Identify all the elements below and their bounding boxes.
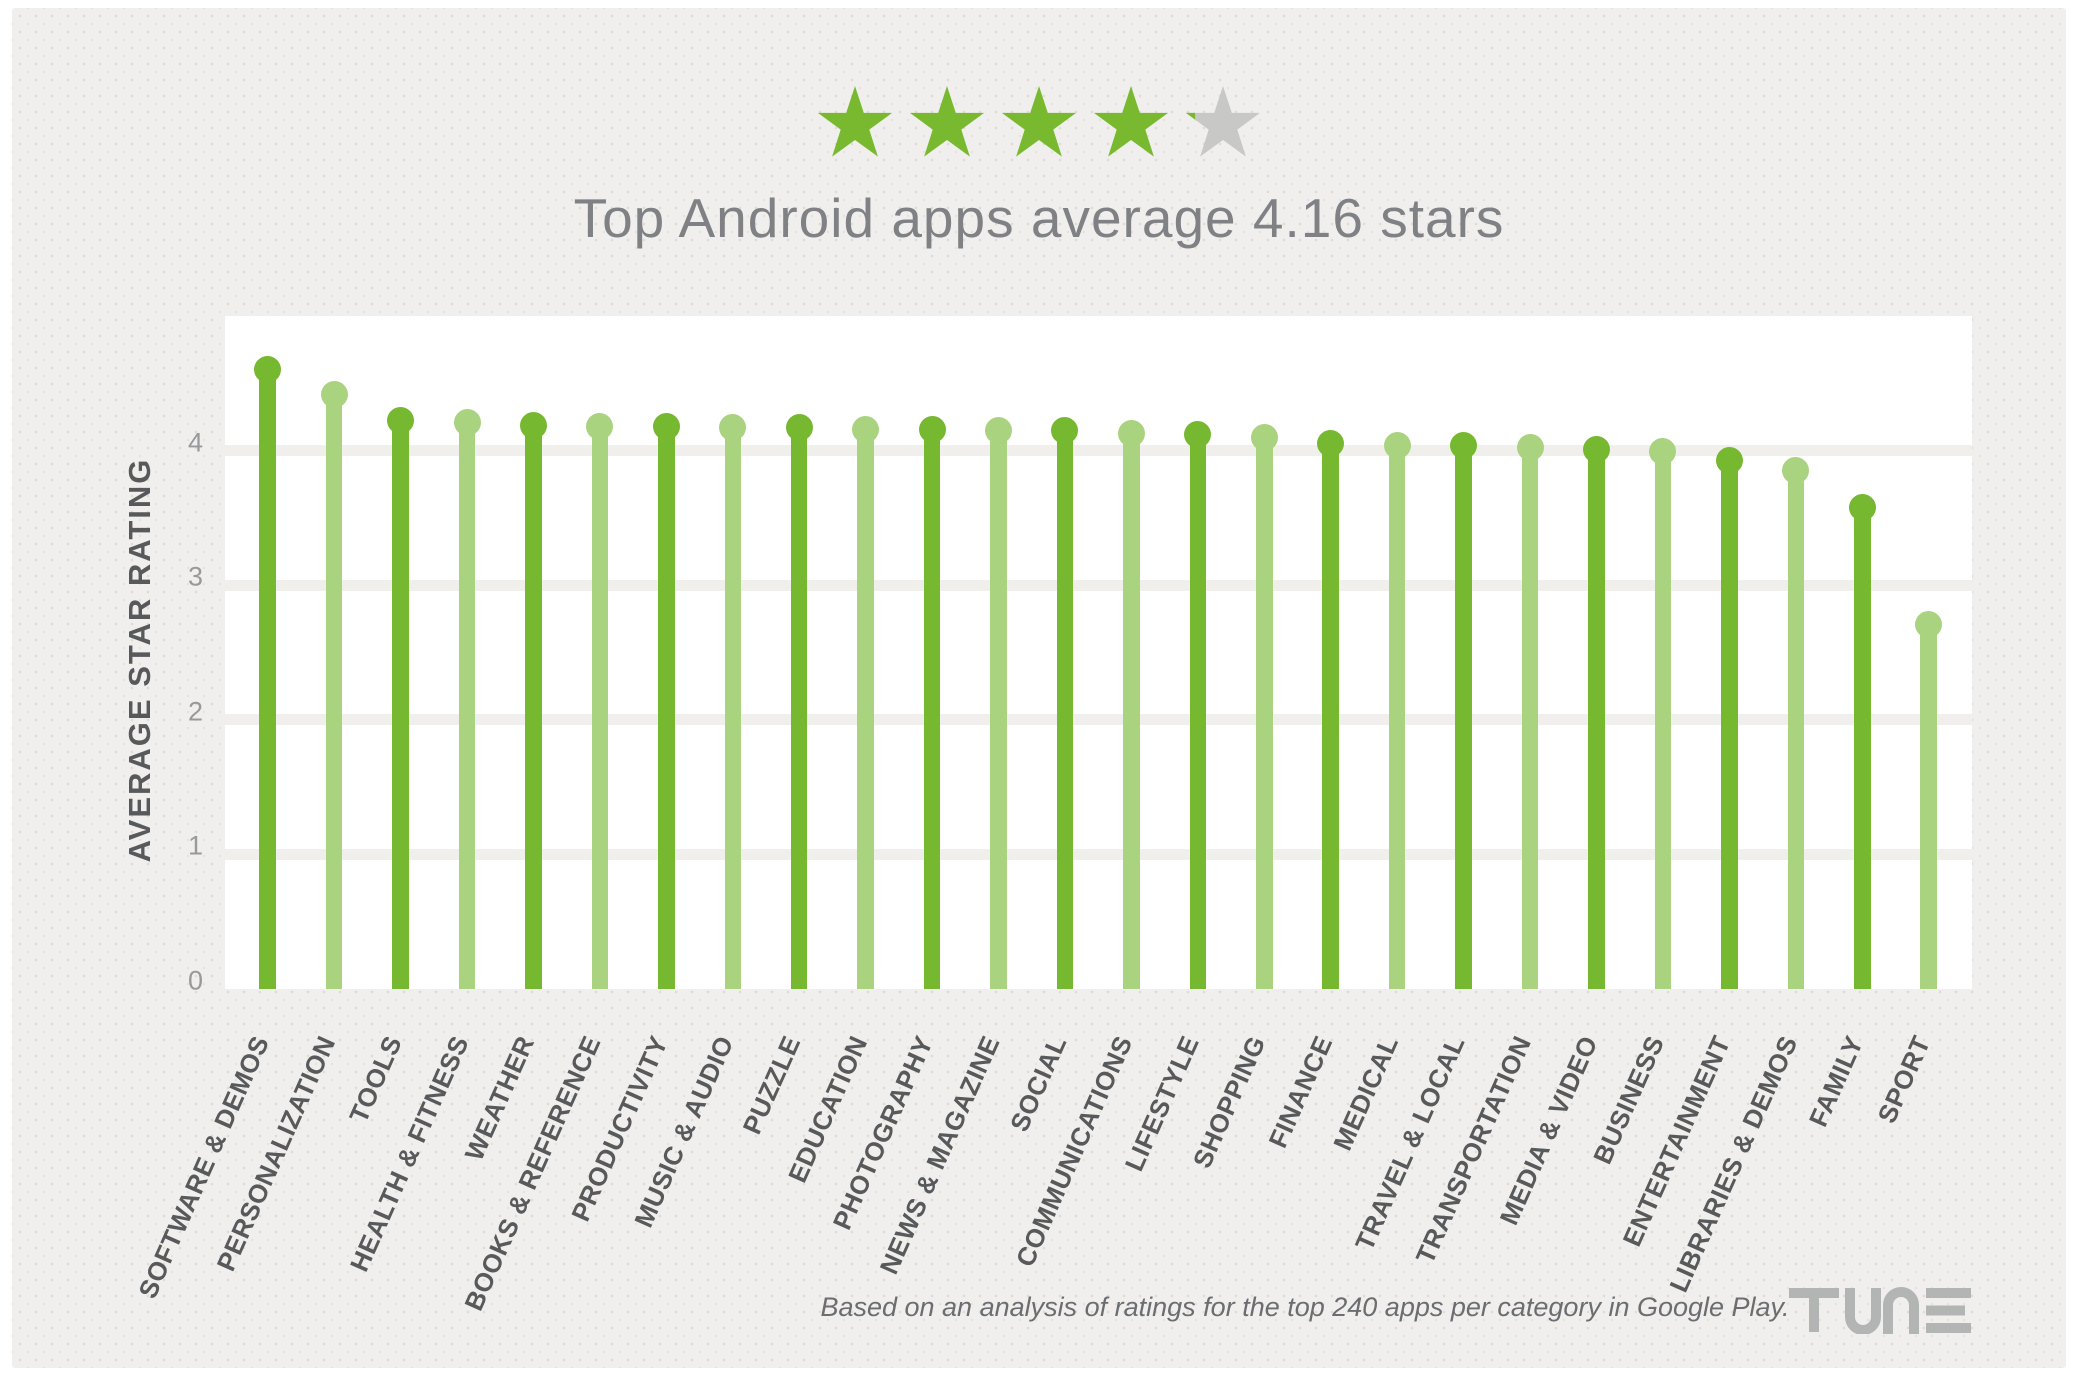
bar-stem <box>1854 507 1871 989</box>
bar-stem <box>990 430 1007 989</box>
star-icon-partial <box>1185 86 1261 157</box>
bar-stem <box>1588 449 1605 989</box>
star-icon-full <box>817 86 893 157</box>
bar-stem <box>1189 434 1207 989</box>
x-label: TOOLS <box>343 1031 408 1128</box>
bar-stem <box>790 427 808 989</box>
bar-stem <box>259 369 276 989</box>
bar-dot <box>1782 457 1810 485</box>
tune-logo-svg <box>1789 1287 1971 1335</box>
bar-dot <box>1516 434 1544 462</box>
bar-dot <box>1915 610 1943 638</box>
plot-area <box>225 316 1972 989</box>
bar-stem <box>857 429 874 989</box>
bar-stem <box>1521 447 1539 989</box>
y-tick-label-2: 2 <box>187 696 204 727</box>
y-tick-label-3: 3 <box>187 561 204 592</box>
bar-stem <box>392 420 409 989</box>
bar-stem <box>1455 445 1472 989</box>
bar-dot <box>719 414 747 442</box>
gridline-y3 <box>225 579 1972 591</box>
bar-stem <box>1721 460 1738 989</box>
x-label: PUZZLE <box>736 1031 807 1139</box>
bar-dot <box>1848 493 1876 521</box>
logo-letter-n <box>1883 1287 1919 1334</box>
x-label: LIBRARIES & DEMOS <box>1662 1031 1804 1297</box>
x-label: SPORT <box>1871 1031 1936 1128</box>
bar-dot <box>586 412 614 440</box>
bar-dot <box>320 380 348 408</box>
bar-stem <box>325 394 343 989</box>
bar-stem <box>1256 437 1273 989</box>
bar-stem <box>1056 430 1074 989</box>
bar-stem <box>1123 433 1140 989</box>
bar-dot <box>387 407 415 435</box>
x-label: FAMILY <box>1803 1031 1870 1132</box>
tune-logo <box>1787 1284 1973 1339</box>
gridline-y2 <box>225 714 1972 726</box>
bar-dot <box>1250 423 1278 451</box>
star-icon-full <box>1093 86 1169 157</box>
bar-stem <box>458 422 476 989</box>
x-label: MEDICAL <box>1327 1031 1405 1155</box>
bar-dot <box>918 415 946 443</box>
bar-stem <box>1920 624 1937 989</box>
bar-dot <box>1450 431 1478 459</box>
bar-dot <box>1117 419 1145 447</box>
bar-stem <box>1787 470 1805 989</box>
footnote: Based on an analysis of ratings for the … <box>820 1292 1790 1322</box>
logo-letter-e <box>1926 1288 1971 1333</box>
logo-letter-u <box>1845 1288 1881 1335</box>
infographic-panel: Top Android apps average 4.16 stars AVER… <box>12 8 2066 1368</box>
bar-dot <box>1317 430 1345 458</box>
y-tick-label-4: 4 <box>187 427 204 458</box>
y-tick-label-0: 0 <box>187 965 204 996</box>
bar-stem <box>1388 445 1406 989</box>
bar-dot <box>254 356 282 384</box>
gridline-y4 <box>225 445 1972 457</box>
bar-dot <box>785 414 813 442</box>
bar-dot <box>1715 446 1743 474</box>
bar-dot <box>1051 416 1079 444</box>
gridline-y1 <box>225 848 1972 860</box>
y-axis-title: AVERAGE STAR RATING <box>122 457 157 863</box>
bar-dot <box>1184 420 1212 448</box>
bar-stem <box>923 429 941 989</box>
x-label: FINANCE <box>1262 1031 1338 1153</box>
bar-stem <box>525 425 542 989</box>
x-label: SOCIAL <box>1003 1031 1073 1136</box>
bar-dot <box>1649 438 1677 466</box>
bar-dot <box>519 411 547 439</box>
chart-title: Top Android apps average 4.16 stars <box>573 187 1505 249</box>
bar-stem <box>1322 443 1339 989</box>
bar-dot <box>652 412 680 440</box>
y-tick-label-1: 1 <box>187 830 204 861</box>
bar-dot <box>852 415 880 443</box>
bar-dot <box>985 416 1013 444</box>
bar-stem <box>724 427 742 989</box>
star-rating-row <box>12 84 2066 162</box>
bar-dot <box>1383 431 1411 459</box>
star-icon-full <box>909 86 985 157</box>
bar-stem <box>1654 451 1672 989</box>
bar-dot <box>1583 435 1610 463</box>
bar-stem <box>591 426 609 989</box>
star-icon-full <box>1001 86 1077 157</box>
bar-stem <box>658 426 675 989</box>
bar-dot <box>453 408 481 436</box>
